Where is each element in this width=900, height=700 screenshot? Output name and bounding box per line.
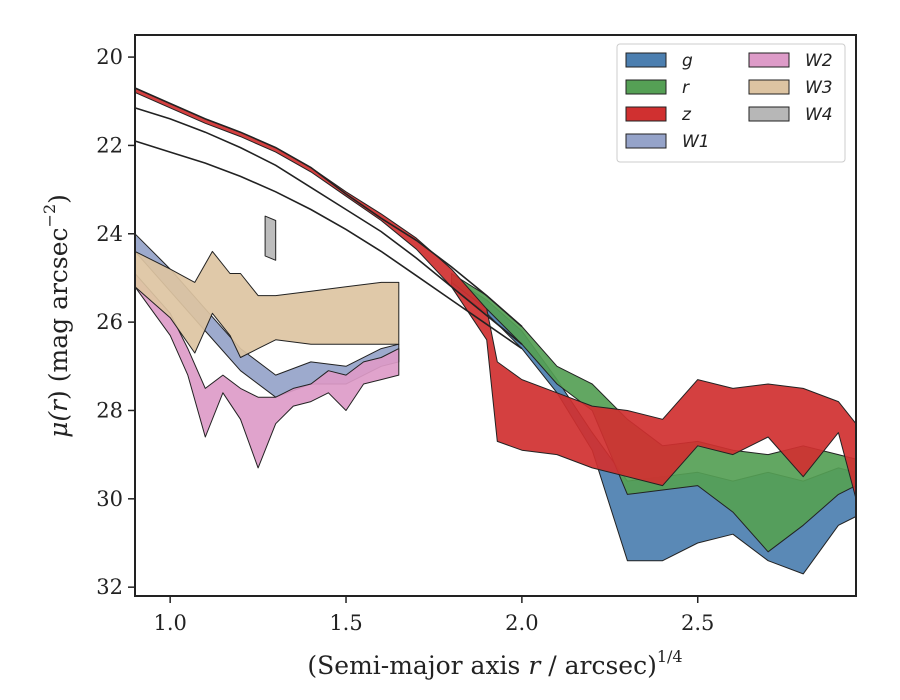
y-tick-label: 20 bbox=[96, 45, 123, 69]
band-w4 bbox=[264, 215, 277, 261]
legend-label-w4: W4 bbox=[805, 105, 833, 125]
curve-layer bbox=[134, 87, 523, 350]
x-tick-label: 2.0 bbox=[505, 611, 538, 635]
model-curve-1 bbox=[134, 140, 523, 350]
x-tick-label: 2.5 bbox=[681, 611, 714, 635]
legend-label-r: r bbox=[682, 78, 690, 98]
legend-label-w3: W3 bbox=[805, 78, 833, 98]
model-curve-2 bbox=[134, 107, 523, 345]
legend-label-w1: W1 bbox=[682, 132, 710, 152]
band-w2 bbox=[134, 273, 400, 469]
y-tick-label: 22 bbox=[96, 133, 123, 157]
legend-swatch-w4 bbox=[748, 106, 790, 122]
model-curve-3 bbox=[134, 87, 523, 328]
legend-swatch-g bbox=[625, 52, 667, 68]
legend-label-g: g bbox=[682, 51, 693, 71]
x-axis-label: (Semi-major axis r / arcsec)1/4 bbox=[307, 647, 682, 680]
legend-box bbox=[616, 43, 846, 163]
legend-label-w2: W2 bbox=[805, 51, 833, 71]
legend-label-z: z bbox=[681, 105, 692, 125]
band-w3 bbox=[134, 250, 400, 358]
y-tick-label: 30 bbox=[96, 487, 123, 511]
y-axis-label: μ(r) (mag arcsec−2) bbox=[40, 194, 73, 438]
plot-frame bbox=[134, 34, 857, 597]
x-axis: 1.0 1.5 2.0 2.5 bbox=[153, 596, 714, 635]
y-tick-label: 32 bbox=[96, 575, 123, 599]
legend-swatch-w2 bbox=[748, 52, 790, 68]
y-axis: 20 22 24 26 28 30 32 bbox=[96, 45, 135, 599]
legend-swatch-r bbox=[625, 79, 667, 95]
y-tick-label: 26 bbox=[96, 310, 123, 334]
band-layer bbox=[134, 87, 857, 575]
legend-swatch-w1 bbox=[625, 133, 667, 149]
x-tick-label: 1.5 bbox=[329, 611, 362, 635]
legend-swatch-z bbox=[625, 106, 667, 122]
legend: grz W1 W2 W3 W4 bbox=[616, 43, 846, 163]
legend-swatch-w3 bbox=[748, 79, 790, 95]
y-tick-label: 28 bbox=[96, 398, 123, 422]
x-tick-label: 1.0 bbox=[153, 611, 186, 635]
y-tick-label: 24 bbox=[96, 222, 123, 246]
